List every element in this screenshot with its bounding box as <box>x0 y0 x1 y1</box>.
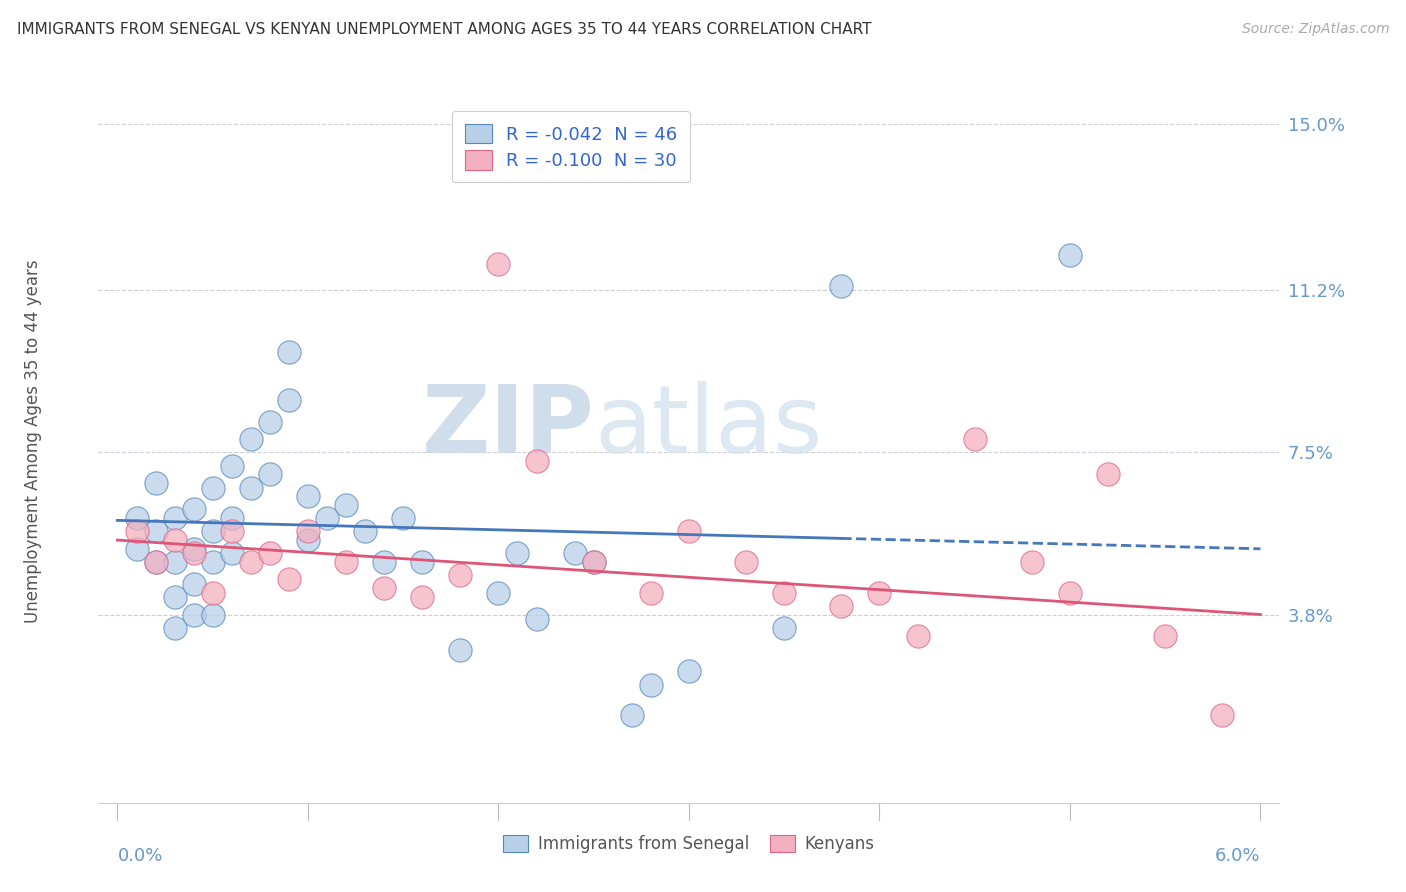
Point <box>488 585 510 599</box>
Point <box>163 533 186 547</box>
Point <box>392 511 415 525</box>
Point <box>830 599 852 613</box>
Point <box>239 555 262 569</box>
Point <box>239 481 262 495</box>
Point <box>373 581 395 595</box>
Point <box>449 568 471 582</box>
Point <box>373 555 395 569</box>
Point <box>183 607 205 622</box>
Point <box>201 524 224 539</box>
Point <box>411 555 433 569</box>
Point <box>259 546 281 560</box>
Point <box>335 555 357 569</box>
Point <box>449 642 471 657</box>
Point <box>239 433 262 447</box>
Point <box>640 677 662 691</box>
Point <box>145 555 167 569</box>
Point <box>183 577 205 591</box>
Point <box>1211 708 1233 723</box>
Point <box>125 511 148 525</box>
Point <box>1021 555 1043 569</box>
Point <box>297 489 319 503</box>
Point <box>163 621 186 635</box>
Point <box>201 481 224 495</box>
Point <box>1097 467 1119 482</box>
Point <box>582 555 605 569</box>
Point <box>411 590 433 604</box>
Text: 6.0%: 6.0% <box>1215 847 1260 864</box>
Point <box>773 585 796 599</box>
Point <box>1154 629 1177 643</box>
Point <box>145 476 167 491</box>
Text: Unemployment Among Ages 35 to 44 years: Unemployment Among Ages 35 to 44 years <box>24 260 42 624</box>
Point <box>335 498 357 512</box>
Point <box>620 708 643 723</box>
Point <box>488 257 510 271</box>
Point <box>506 546 529 560</box>
Point <box>564 546 586 560</box>
Point <box>1059 585 1081 599</box>
Point <box>297 524 319 539</box>
Text: IMMIGRANTS FROM SENEGAL VS KENYAN UNEMPLOYMENT AMONG AGES 35 TO 44 YEARS CORRELA: IMMIGRANTS FROM SENEGAL VS KENYAN UNEMPL… <box>17 22 872 37</box>
Text: atlas: atlas <box>595 381 823 473</box>
Point <box>277 573 299 587</box>
Point <box>183 502 205 516</box>
Point <box>221 511 243 525</box>
Point <box>145 555 167 569</box>
Point <box>526 454 548 468</box>
Text: 0.0%: 0.0% <box>118 847 163 864</box>
Point <box>868 585 890 599</box>
Point <box>773 621 796 635</box>
Point <box>221 458 243 473</box>
Point <box>221 524 243 539</box>
Point <box>1059 248 1081 262</box>
Point <box>163 555 186 569</box>
Point <box>145 524 167 539</box>
Point <box>221 546 243 560</box>
Point <box>640 585 662 599</box>
Point <box>201 555 224 569</box>
Point <box>277 344 299 359</box>
Point <box>830 279 852 293</box>
Point <box>183 546 205 560</box>
Point <box>678 665 700 679</box>
Point <box>963 433 986 447</box>
Point <box>526 612 548 626</box>
Point <box>183 541 205 556</box>
Point <box>163 590 186 604</box>
Point <box>125 524 148 539</box>
Text: ZIP: ZIP <box>422 381 595 473</box>
Text: Source: ZipAtlas.com: Source: ZipAtlas.com <box>1241 22 1389 37</box>
Point <box>907 629 929 643</box>
Point <box>297 533 319 547</box>
Point <box>201 585 224 599</box>
Point <box>259 415 281 429</box>
Point <box>259 467 281 482</box>
Point <box>678 524 700 539</box>
Point <box>125 541 148 556</box>
Point <box>354 524 377 539</box>
Legend: Immigrants from Senegal, Kenyans: Immigrants from Senegal, Kenyans <box>496 828 882 860</box>
Point <box>582 555 605 569</box>
Point <box>316 511 339 525</box>
Point <box>277 392 299 407</box>
Point <box>201 607 224 622</box>
Point <box>163 511 186 525</box>
Point <box>735 555 758 569</box>
